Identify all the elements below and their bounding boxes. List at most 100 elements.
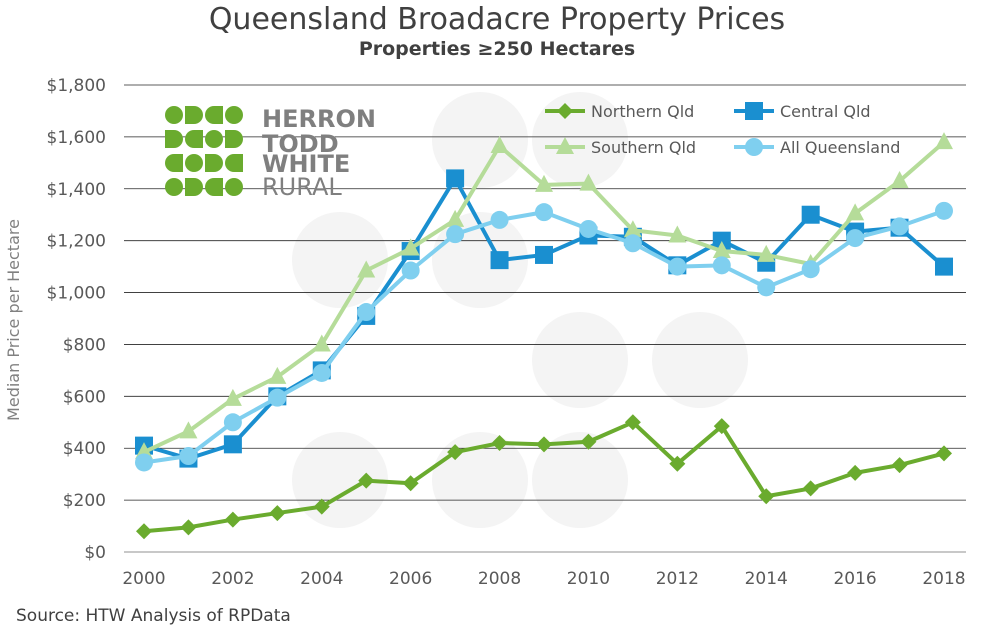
watermark-circle-3 [532,312,628,408]
data-point-2011 [623,234,642,253]
watermark-circle-1 [532,92,628,188]
data-point-2007 [447,444,464,461]
y-tick-label-4: $800 [63,335,106,355]
data-point-2007 [446,209,465,227]
data-point-2016 [847,464,864,481]
data-point-2002 [223,388,242,406]
legend-item-southern-qld: Southern Qld [545,137,696,157]
logo-dot [225,154,243,172]
x-tick-label-1: 2002 [211,569,254,589]
logo-text-line3: WHITE [262,150,350,178]
data-point-2010 [579,219,598,238]
data-point-2005 [357,260,376,278]
watermark-circle-7 [292,212,388,308]
data-point-2018 [936,445,952,462]
x-tick-label-4: 2008 [478,569,521,589]
data-point-2002 [223,435,242,454]
logo-dot [205,130,223,148]
data-point-2000 [135,453,153,472]
legend-label: Northern Qld [591,102,694,121]
data-point-2017 [890,217,909,236]
series-northern-qld [136,414,952,540]
data-point-2012 [668,257,687,276]
logo-mark-icon [165,106,243,196]
legend-label: Southern Qld [591,138,696,157]
data-point-2009 [535,203,553,222]
y-tick-label-6: $1,200 [47,232,106,252]
logo-dot [185,130,203,148]
x-tick-label-6: 2012 [656,569,699,589]
y-tick-label-3: $600 [63,387,106,407]
data-point-2008 [490,210,509,229]
data-point-2016 [846,203,865,221]
data-point-2018 [935,257,953,276]
watermark-circle-6 [652,312,748,408]
data-point-2017 [890,170,909,188]
logo-dot [165,106,183,124]
y-axis-ticks: $0 $200 $400 $600 $800 $1,000 $1,200 $1,400 $1,6… [47,76,106,563]
x-tick-label-2: 2004 [300,569,343,589]
data-point-2015 [801,260,820,279]
data-point-2010 [579,173,598,191]
data-point-2009 [535,174,553,192]
x-tick-label-0: 2000 [122,569,165,589]
legend-item-northern-qld: Northern Qld [545,102,694,121]
data-point-2011 [624,414,641,431]
data-point-2018 [935,132,953,150]
data-point-2006 [401,261,420,280]
legend-item-all-queensland: All Queensland [734,138,900,157]
x-tick-label-3: 2006 [389,569,432,589]
data-point-2005 [358,472,375,489]
logo-dot [205,106,223,124]
company-logo: HERRON TODD WHITE RURAL [165,105,376,201]
series-all-queensland [135,201,953,472]
logo-text-line1: HERRON [262,105,376,133]
x-tick-label-9: 2018 [922,569,965,589]
data-point-2013 [712,231,731,250]
legend-marker [556,137,574,154]
data-point-2000 [136,523,152,540]
y-tick-label-1: $200 [63,491,106,511]
data-point-2018 [935,201,953,220]
logo-dot [205,154,223,172]
logo-dot [185,178,203,196]
data-point-2002 [223,413,242,432]
data-point-2014 [758,488,775,505]
data-point-2012 [669,455,686,472]
data-point-2008 [490,135,509,153]
legend-item-central-qld: Central Qld [734,102,871,121]
data-point-2013 [712,241,731,259]
y-axis-label: Median Price per Hectare [4,219,23,421]
legend: Northern Qld Central Qld Southern Qld All Q… [545,102,900,157]
y-tick-label-9: $1,800 [47,76,106,96]
y-tick-label-7: $1,400 [47,180,106,200]
data-point-2015 [802,480,819,497]
watermark-circle-5 [532,432,628,528]
source-note: Source: HTW Analysis of RPData [16,606,291,626]
chart-subtitle: Properties ≥250 Hectares [358,38,636,60]
data-point-2007 [446,169,465,188]
data-point-2010 [580,433,597,450]
logo-dot [185,154,203,172]
logo-text-line2: TODD [262,130,339,158]
logo-dot [225,130,243,148]
logo-dot [165,130,183,148]
chart-title: Queensland Broadacre Property Prices [208,2,786,37]
logo-text-line4: RURAL [262,173,342,201]
logo-dot [185,106,203,124]
y-tick-label-8: $1,600 [47,128,106,148]
logo-dot [165,154,183,172]
y-tick-label-5: $1,000 [47,284,106,304]
gridlines [124,84,966,553]
watermark-logo [292,92,748,528]
data-point-2014 [757,244,776,262]
legend-marker [557,103,573,119]
series-group [135,132,953,540]
data-point-2001 [179,447,198,466]
logo-dot [165,178,183,196]
y-tick-label-2: $400 [63,439,106,459]
data-point-2011 [623,220,642,238]
x-tick-label-8: 2016 [833,569,876,589]
data-point-2008 [491,435,508,452]
